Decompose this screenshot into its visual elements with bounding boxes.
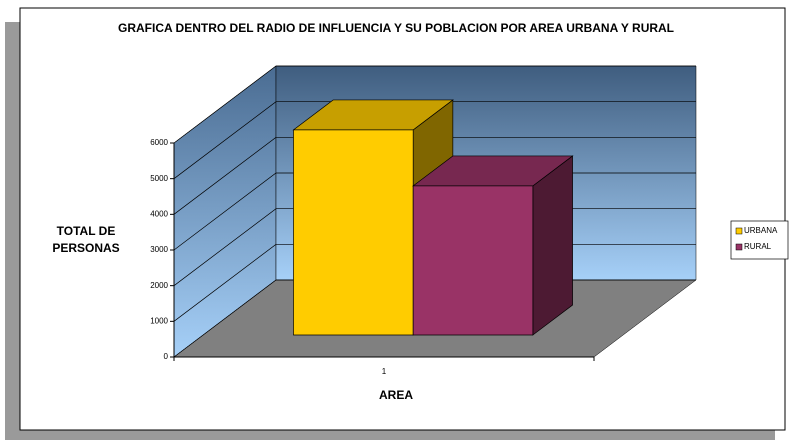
legend-box xyxy=(730,220,789,260)
bar-front xyxy=(293,129,414,336)
bar-side xyxy=(532,155,573,336)
y-tick-label: 3000 xyxy=(150,245,168,254)
legend-label: URBANA xyxy=(744,226,778,235)
y-tick-label: 5000 xyxy=(150,174,168,183)
y-tick-label: 1000 xyxy=(150,316,168,325)
x-tick-label: 1 xyxy=(382,367,387,376)
grid-line xyxy=(173,101,696,179)
y-tick-label: 6000 xyxy=(150,138,168,147)
grid-line xyxy=(173,136,696,215)
y-tick-label: 4000 xyxy=(150,209,168,218)
bar-front xyxy=(412,185,534,336)
plot: 0 1000 2000 3000 4000 5000 6000 1 xyxy=(150,65,697,376)
bar xyxy=(412,155,574,336)
legend-swatch xyxy=(735,227,743,235)
chart-title: GRAFICA DENTRO DEL RADIO DE INFLUENCIA Y… xyxy=(117,21,675,35)
y-axis-title: TOTAL DE PERSONAS xyxy=(52,224,120,255)
y-tick-label: 0 xyxy=(164,352,169,361)
legend-swatch xyxy=(735,243,743,251)
legend-label: RURAL xyxy=(744,242,772,251)
y-tick-label: 2000 xyxy=(150,281,168,290)
grid-line xyxy=(173,65,696,144)
x-axis-title: AREA xyxy=(378,388,413,402)
